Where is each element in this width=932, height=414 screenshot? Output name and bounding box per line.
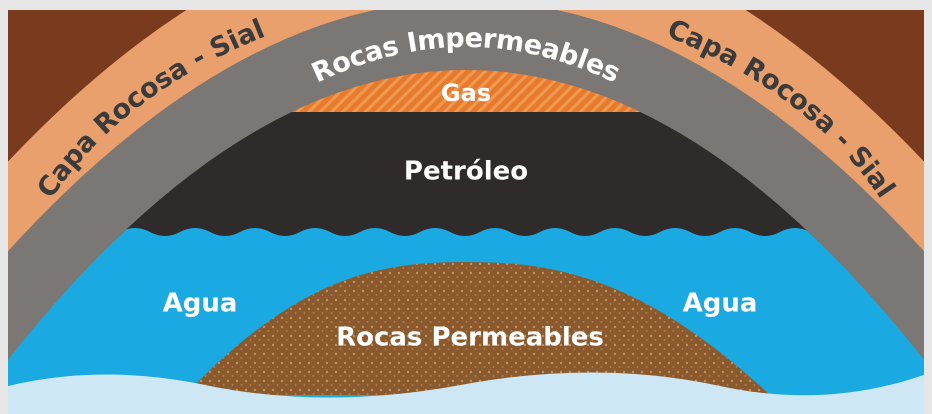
oil-label: Petróleo	[404, 157, 528, 187]
permeable-label: Rocas Permeables	[336, 323, 604, 353]
water-label-left: Agua	[163, 289, 238, 319]
diagram: Capa Rocosa - Sial Capa Rocosa - Sial Ro…	[0, 0, 932, 414]
page: Capa Rocosa - Sial Capa Rocosa - Sial Ro…	[0, 0, 932, 414]
gas-label: Gas	[441, 79, 491, 107]
water-label-right: Agua	[683, 289, 758, 319]
